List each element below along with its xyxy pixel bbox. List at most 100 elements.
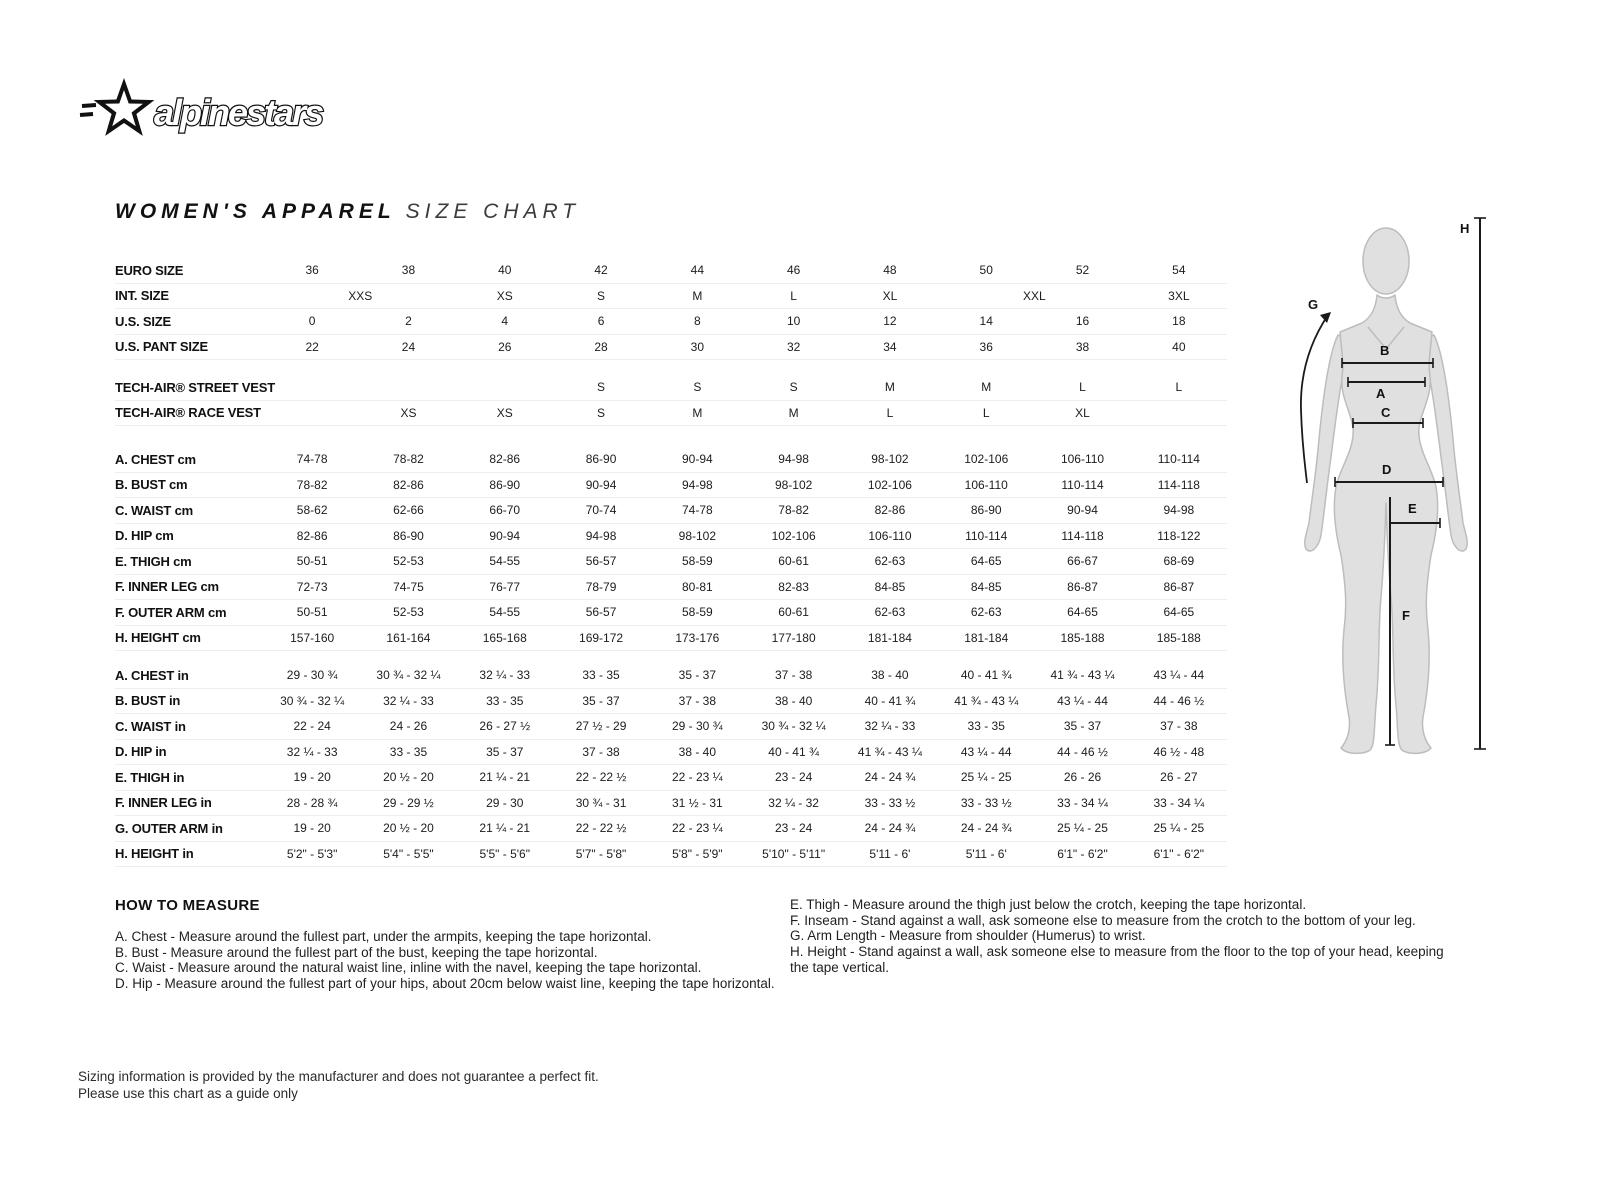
row-cells: 30 ¾ - 32 ¼ 32 ¼ - 33 33 - 35 35 - 37 37 - 3… (264, 694, 1227, 708)
size-cell: 27 ½ - 29 (575, 719, 627, 734)
row-cells: 5'2" - 5'3" 5'4" - 5'5" 5'5" - 5'6" 5'7" - … (264, 847, 1227, 861)
size-cell: M (884, 380, 895, 395)
size-cell: 94-98 (681, 477, 713, 492)
how-to-measure-list-right: E. Thigh - Measure around the thigh just… (790, 897, 1455, 976)
size-cell: M (692, 405, 703, 420)
size-cell: 54 (1172, 263, 1186, 278)
how-to-measure-right: E. Thigh - Measure around the thigh just… (790, 897, 1455, 976)
table-row: E. THIGH cm 50-51 52-53 54-55 56-57 58-59 60-6… (115, 549, 1227, 575)
size-cell: 60-61 (778, 605, 809, 620)
label-e: E (1408, 501, 1417, 516)
size-cell: 23 - 24 (774, 821, 813, 836)
size-cell: 25 ¼ - 25 (1057, 821, 1108, 836)
size-cell: S (597, 380, 606, 395)
size-cell: 22 - 22 ½ (575, 821, 627, 836)
size-cell: 185-188 (1156, 630, 1201, 645)
row-cells: 74-78 78-82 82-86 86-90 90-94 94-98 98-102 102-… (264, 452, 1227, 466)
size-cell: 25 ¼ - 25 (1153, 821, 1205, 836)
size-cell: 19 - 20 (293, 770, 331, 785)
size-cell: L (1175, 380, 1183, 395)
size-cell: 18 (1172, 314, 1186, 329)
size-cell: 33 - 33 ½ (960, 795, 1012, 810)
size-cell: 24 - 24 ¾ (864, 821, 916, 836)
howto-item: A. Chest - Measure around the fullest pa… (115, 929, 652, 944)
star-icon (79, 78, 155, 136)
size-cell: 32 ¼ - 33 (864, 719, 916, 734)
row-cells: 58-62 62-66 66-70 70-74 74-78 78-82 82-86 86-90… (264, 503, 1227, 517)
size-cell: 38 - 40 (678, 744, 717, 759)
size-cell: 90-94 (1067, 503, 1098, 518)
size-cell: 98-102 (678, 528, 717, 543)
size-cell: 36 (305, 263, 319, 278)
size-cell: 21 ¼ - 21 (479, 770, 531, 785)
size-cell: 29 - 30 (486, 795, 524, 810)
size-cell: 38 (401, 263, 416, 278)
size-cell: 37 - 38 (582, 744, 620, 759)
size-cell: 38 - 40 (871, 668, 909, 683)
size-cell: 40 (1172, 339, 1186, 354)
size-cell: 86-87 (1163, 579, 1195, 594)
size-cell: 185-188 (1060, 630, 1105, 645)
size-cell: 22 - 24 (293, 719, 331, 734)
row-label: F. INNER LEG in (115, 795, 212, 811)
size-cell: 102-106 (867, 477, 912, 492)
size-cell: S (597, 288, 606, 303)
size-cell: 33 - 35 (486, 693, 524, 708)
table-group: TECH-AIR® STREET VEST S S S M M L L TECH-AIR® RA… (115, 375, 1227, 426)
size-cell: 58-59 (681, 605, 713, 620)
size-cell: 106-110 (964, 477, 1008, 492)
alpinestars-logo: alpinestars (79, 78, 326, 136)
row-cells: 0 2 4 6 8 10 12 14 16 18 (264, 314, 1227, 328)
size-cell: XL (1075, 405, 1090, 420)
size-cell: 30 (690, 339, 705, 354)
row-label: E. THIGH cm (115, 553, 192, 569)
size-cell: 43 ¼ - 44 (1153, 668, 1205, 683)
size-cell: 62-63 (874, 554, 906, 569)
row-cells: 32 ¼ - 33 33 - 35 35 - 37 37 - 38 38 - 40 40 … (264, 745, 1227, 759)
size-cell: 62-63 (874, 605, 906, 620)
table-row: C. WAIST cm 58-62 62-66 66-70 70-74 74-78 78-8… (115, 498, 1227, 524)
howto-item: G. Arm Length - Measure from shoulder (H… (790, 928, 1146, 944)
row-cells: 36 38 40 42 44 46 48 50 52 54 (264, 263, 1227, 277)
row-cells: 19 - 20 20 ½ - 20 21 ¼ - 21 22 - 22 ½ 22 - 2… (264, 770, 1227, 784)
size-cell: 64-65 (1163, 605, 1195, 620)
size-cell: 66-70 (489, 503, 521, 518)
size-cell: 26 - 27 ½ (479, 719, 531, 734)
size-cell: 30 ¾ - 32 ¼ (280, 693, 345, 708)
size-cell: 35 - 37 (486, 744, 524, 759)
row-label: F. OUTER ARM cm (115, 604, 227, 620)
size-cell: 78-82 (778, 503, 809, 518)
size-cell: 74-75 (393, 579, 424, 594)
size-cell: 33 - 34 ¼ (1057, 795, 1108, 810)
size-cell: 36 (979, 339, 993, 354)
size-cell: 37 - 38 (1160, 719, 1198, 734)
size-cell: 3XL (1168, 288, 1190, 303)
size-cell: 30 ¾ - 32 ¼ (376, 668, 441, 683)
size-cell: 52-53 (393, 605, 424, 620)
size-cell: 50-51 (296, 554, 328, 569)
table-row: F. INNER LEG in 28 - 28 ¾ 29 - 29 ½ 29 - 30… (115, 791, 1227, 816)
size-cell: 177-180 (771, 630, 816, 645)
size-cell: 80-81 (681, 579, 713, 594)
size-cell: 16 (1075, 314, 1090, 329)
table-row: INT. SIZE XXS XS S M L XL XXL 3XL (115, 284, 1227, 309)
table-row: EURO SIZE 36 38 40 42 44 46 48 50 52 54 (115, 258, 1227, 284)
arm-length-arc (1300, 314, 1329, 484)
logo-wordmark: alpinestars (154, 92, 323, 133)
size-cell: 82-86 (489, 452, 521, 467)
size-cell: 52-53 (393, 554, 424, 569)
size-cell: 5'7" - 5'8" (575, 846, 627, 861)
size-cell: 6'1" - 6'2" (1153, 846, 1205, 861)
size-cell: 24 - 24 ¾ (864, 770, 916, 785)
size-cell: 33 - 33 ½ (864, 795, 916, 810)
size-cell: 32 ¼ - 33 (286, 744, 338, 759)
table-row: B. BUST in 30 ¾ - 32 ¼ 32 ¼ - 33 33 - 35 35 … (115, 689, 1227, 714)
row-label: H. HEIGHT cm (115, 630, 201, 646)
size-cell: 26 - 27 (1160, 770, 1198, 785)
size-cell: 46 ½ - 48 (1153, 744, 1205, 759)
size-cell (264, 380, 360, 394)
size-cell: 114-118 (1157, 477, 1200, 492)
row-label: E. THIGH in (115, 769, 185, 785)
table-row: A. CHEST cm 74-78 78-82 82-86 86-90 90-94 94-9… (115, 447, 1227, 473)
